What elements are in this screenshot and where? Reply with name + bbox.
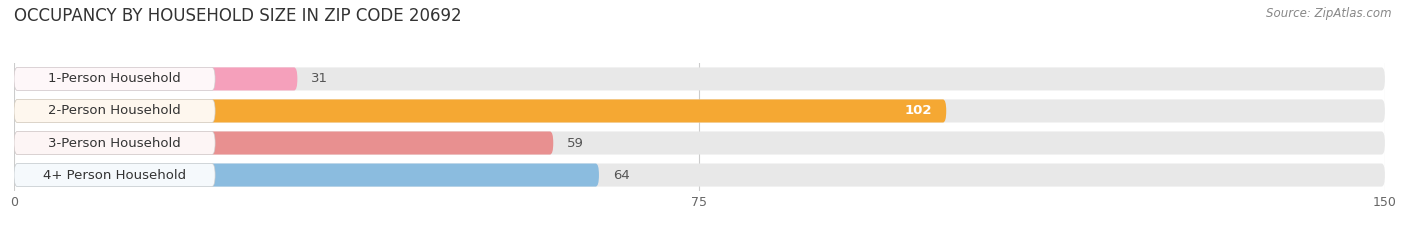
Text: 64: 64 (613, 168, 630, 182)
Text: OCCUPANCY BY HOUSEHOLD SIZE IN ZIP CODE 20692: OCCUPANCY BY HOUSEHOLD SIZE IN ZIP CODE … (14, 7, 461, 25)
Text: 59: 59 (567, 137, 583, 150)
Text: 2-Person Household: 2-Person Household (48, 104, 181, 117)
FancyBboxPatch shape (14, 99, 1385, 123)
FancyBboxPatch shape (14, 67, 215, 90)
Text: 102: 102 (905, 104, 932, 117)
FancyBboxPatch shape (14, 164, 599, 187)
FancyBboxPatch shape (14, 164, 215, 187)
FancyBboxPatch shape (14, 131, 1385, 154)
FancyBboxPatch shape (14, 164, 1385, 187)
FancyBboxPatch shape (14, 131, 554, 154)
Text: 3-Person Household: 3-Person Household (48, 137, 181, 150)
Text: 4+ Person Household: 4+ Person Household (44, 168, 186, 182)
FancyBboxPatch shape (14, 67, 298, 90)
Text: 31: 31 (311, 72, 328, 86)
FancyBboxPatch shape (14, 99, 946, 123)
Text: 1-Person Household: 1-Person Household (48, 72, 181, 86)
Text: Source: ZipAtlas.com: Source: ZipAtlas.com (1267, 7, 1392, 20)
FancyBboxPatch shape (14, 99, 215, 123)
FancyBboxPatch shape (14, 67, 1385, 90)
FancyBboxPatch shape (14, 131, 215, 154)
